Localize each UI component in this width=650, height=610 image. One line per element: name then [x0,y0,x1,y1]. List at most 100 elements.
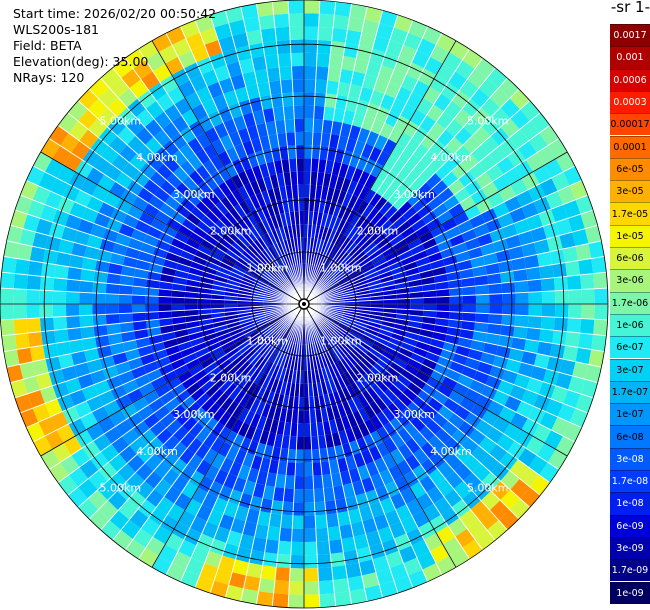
beta-cell [513,268,528,282]
beta-cell [165,251,181,263]
beta-cell [0,304,14,320]
beta-cell [224,415,238,431]
ray-separator [124,57,297,293]
beta-cell [293,489,304,503]
ray-separator [305,1,337,291]
beta-cell [591,334,607,352]
beta-cell [334,591,352,607]
beta-cell [296,158,304,172]
beta-cell [200,397,216,413]
ray-separator [317,209,594,301]
ray-separator [306,317,368,602]
beta-cell [256,254,269,267]
beta-cell [336,326,349,336]
beta-cell [528,455,548,475]
beta-cell [381,538,399,556]
beta-cell [422,210,438,225]
ray-separator [317,305,605,353]
beta-cell [284,475,295,490]
beta-cell [437,239,453,252]
ray-separator [316,308,588,414]
beta-cell [457,374,474,389]
beta-cell [304,423,311,437]
beta-cell [222,543,239,560]
beta-cell [234,357,248,370]
beta-cell [262,345,273,358]
beta-cell [368,249,383,261]
beta-cell [132,320,147,331]
beta-cell [69,201,87,219]
beta-cell [117,126,136,145]
beta-cell [192,342,207,353]
beta-cell [105,283,120,295]
beta-cell [52,381,70,399]
beta-cell [462,49,483,69]
beta-cell [3,240,20,259]
beta-cell [180,197,196,213]
ray-separator [57,124,293,297]
beta-cell [427,397,444,413]
beta-cell [401,185,417,201]
beta-cell [260,327,273,338]
ray-separator [240,6,302,291]
beta-cell [212,320,227,329]
beta-cell [333,578,350,594]
beta-cell [356,290,370,296]
beta-cell [112,352,128,366]
beta-cell [569,180,588,200]
beta-cell [354,317,369,325]
beta-cell [316,540,331,555]
beta-cell [118,294,133,304]
beta-cell [554,290,569,304]
beta-cell [317,435,327,449]
beta-cell [126,412,144,429]
beta-cell [187,437,203,454]
beta-cell [255,401,266,416]
ray-separator [308,316,414,588]
beta-cell [279,381,288,396]
beta-cell [462,304,477,313]
beta-cell [122,339,138,352]
beta-cell [312,265,319,279]
beta-cell [315,238,322,253]
beta-cell [436,111,454,130]
beta-cell [462,539,483,559]
beta-cell [225,317,240,325]
beta-cell [328,215,338,230]
beta-cell [55,341,72,357]
beta-cell [133,328,149,340]
beta-cell [304,449,313,463]
beta-cell [228,19,247,36]
beta-cell [108,135,128,155]
beta-cell [304,383,309,398]
beta-cell [588,349,605,368]
beta-cell [320,325,330,337]
beta-cell [234,86,250,103]
beta-cell [464,412,482,429]
beta-cell [313,488,325,503]
beta-cell [154,187,171,203]
beta-cell [226,400,239,416]
beta-cell [52,209,70,227]
beta-cell [437,210,454,225]
beta-cell [292,502,304,516]
beta-cell [187,454,203,471]
beta-cell [282,340,290,354]
beta-cell [215,328,230,338]
beta-cell [330,41,346,56]
beta-cell [356,546,373,563]
beta-cell [436,555,456,575]
beta-cell [348,508,363,524]
beta-cell [287,342,294,356]
beta-cell [58,239,74,255]
beta-cell [288,158,298,173]
beta-cell [272,487,285,502]
beta-cell [27,389,45,409]
ray-separator [312,314,496,541]
beta-cell [219,215,233,229]
beta-cell [247,244,260,257]
beta-cell [237,185,250,201]
beta-cell [436,296,450,304]
beta-cell [215,270,230,280]
beta-cell [234,505,250,522]
